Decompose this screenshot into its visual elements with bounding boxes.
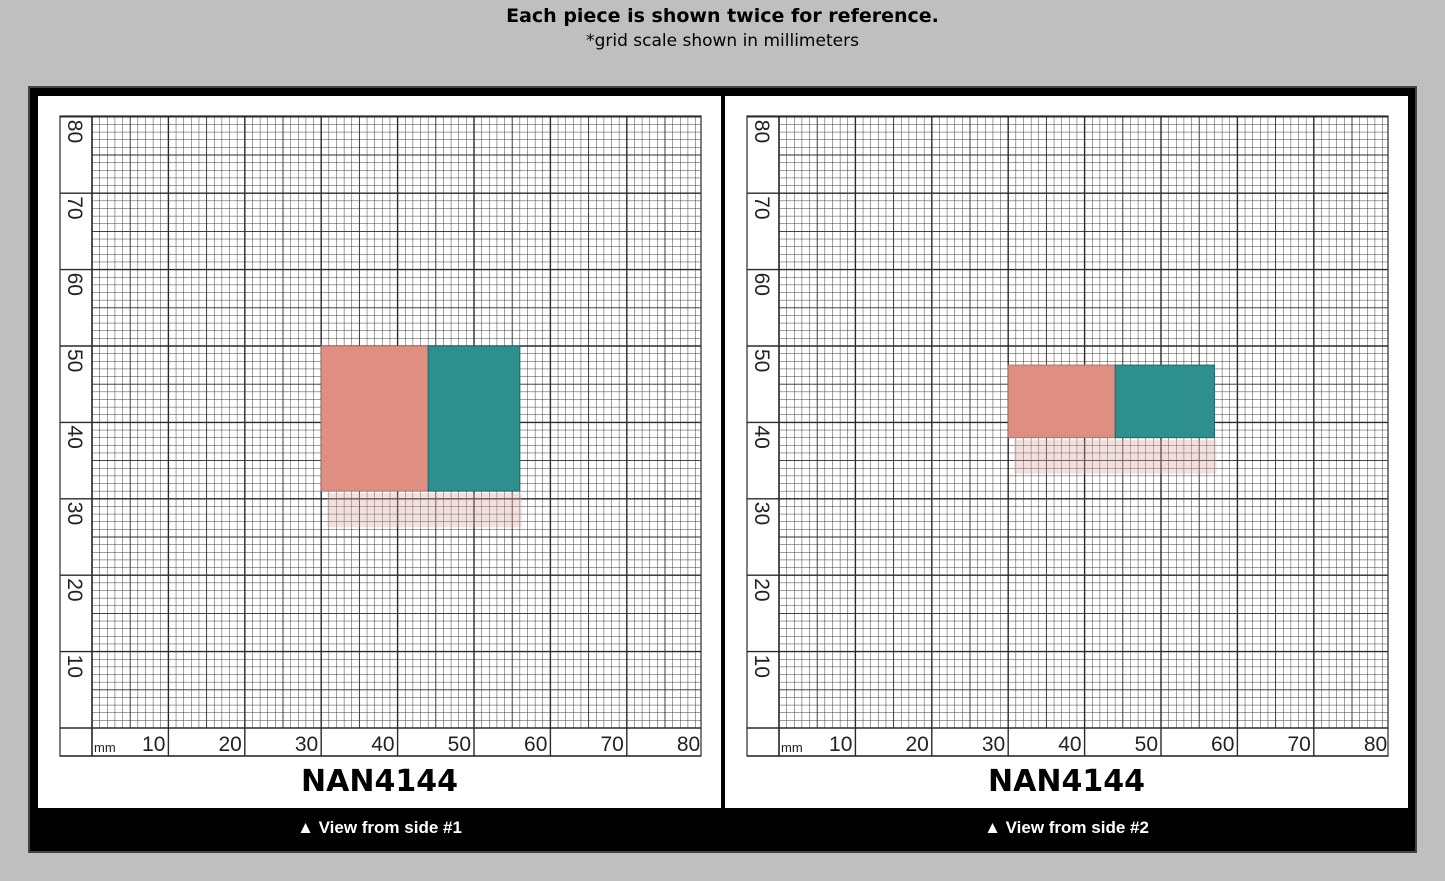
y-tick-label: 50 [63, 349, 86, 372]
x-tick-label: 80 [1364, 733, 1387, 756]
y-tick-label: 10 [63, 655, 86, 678]
specimen-teal-half [427, 345, 521, 492]
x-tick-label: 30 [295, 733, 318, 756]
x-tick-label: 80 [677, 733, 700, 756]
x-tick-label: 50 [1135, 733, 1158, 756]
unit-label: mm [781, 740, 803, 755]
specimen-reflection [327, 493, 522, 528]
page-subtitle: *grid scale shown in millimeters [586, 31, 859, 51]
y-tick-label: 60 [63, 273, 86, 296]
x-tick-label: 70 [600, 733, 623, 756]
page-title: Each piece is shown twice for reference. [506, 5, 939, 27]
product-code: NAN4144 [301, 764, 458, 799]
product-code: NAN4144 [988, 764, 1145, 799]
y-tick-label: 20 [63, 578, 86, 601]
caption-side-1: ▲ View from side #1 [297, 818, 462, 837]
specimen-pink-half [320, 345, 429, 492]
caption-side-2: ▲ View from side #2 [984, 818, 1149, 837]
x-tick-label: 50 [448, 733, 471, 756]
specimen-teal-half [1114, 364, 1215, 439]
specimen-pink-half [1007, 364, 1116, 439]
grid-photo-side-2: 10 20 30 40 50 60 70 80 10 20 30 40 50 60 70 80 mm [746, 115, 1389, 757]
x-tick-label: 40 [1058, 733, 1081, 756]
y-tick-label: 40 [750, 425, 773, 448]
unit-label: mm [94, 740, 116, 755]
y-tick-label: 20 [750, 578, 773, 601]
panel-side-2: 10 20 30 40 50 60 70 80 10 20 30 40 50 60 70 80 mm NAN41… [725, 96, 1408, 808]
x-tick-label: 60 [524, 733, 547, 756]
y-tick-label: 50 [750, 349, 773, 372]
x-tick-label: 30 [982, 733, 1005, 756]
x-tick-label: 40 [371, 733, 394, 756]
x-tick-label: 10 [829, 733, 852, 756]
grid-photo-side-1: 10 20 30 40 50 60 70 80 10 20 30 40 50 60 70 80 mm [59, 115, 702, 757]
specimen-reflection [1014, 439, 1217, 474]
y-tick-label: 70 [63, 196, 86, 219]
x-tick-label: 10 [142, 733, 165, 756]
y-tick-label: 30 [750, 502, 773, 525]
y-tick-label: 60 [750, 273, 773, 296]
x-tick-label: 70 [1287, 733, 1310, 756]
y-tick-label: 10 [750, 655, 773, 678]
y-tick-label: 80 [750, 120, 773, 143]
y-tick-label: 40 [63, 425, 86, 448]
y-tick-label: 80 [63, 120, 86, 143]
y-tick-label: 70 [750, 196, 773, 219]
x-tick-label: 20 [218, 733, 241, 756]
x-tick-label: 20 [905, 733, 928, 756]
image-frame: 10 20 30 40 50 60 70 80 10 20 30 40 50 60 70 80 mm NAN41… [28, 86, 1417, 853]
y-tick-label: 30 [63, 502, 86, 525]
x-tick-label: 60 [1211, 733, 1234, 756]
panel-side-1: 10 20 30 40 50 60 70 80 10 20 30 40 50 60 70 80 mm NAN41… [38, 96, 721, 808]
